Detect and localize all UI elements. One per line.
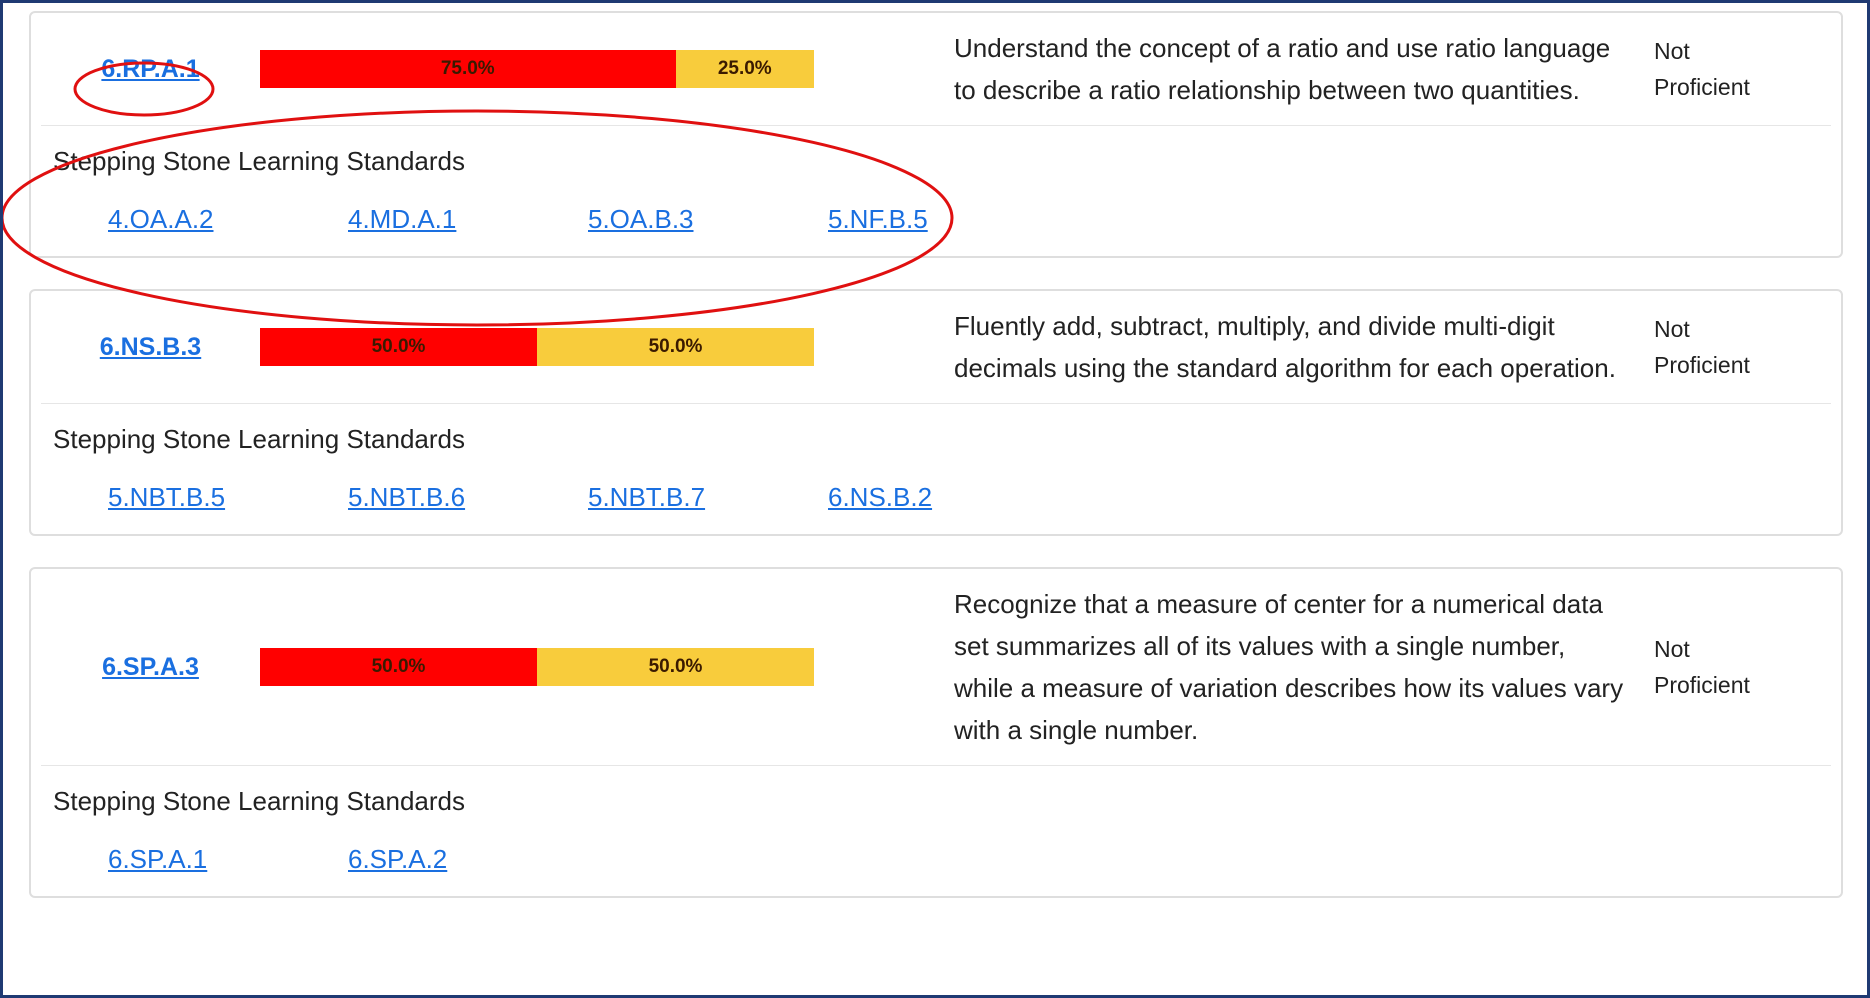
code-cell: 6.NS.B.3 — [41, 333, 260, 362]
stepping-link[interactable]: 5.OA.B.3 — [588, 204, 694, 234]
stepping-link[interactable]: 4.OA.A.2 — [108, 204, 214, 234]
segment-label: 75.0% — [440, 58, 495, 79]
card-header: 6.SP.A.3 50.0% 50.0% Recognize that a measu… — [41, 569, 1831, 766]
card-header: 6.RP.A.1 75.0% 25.0% Understand the concept… — [41, 13, 1831, 126]
stepping-title: Stepping Stone Learning Standards — [53, 786, 465, 816]
stepping-links: 6.SP.A.1 6.SP.A.2 — [108, 844, 588, 875]
stepping-link[interactable]: 5.NBT.B.5 — [108, 482, 226, 512]
stepping-link[interactable]: 5.NBT.B.7 — [588, 482, 706, 512]
segment-label: 50.0% — [371, 656, 426, 677]
segment-label: 50.0% — [371, 336, 426, 357]
status: Not Proficient — [1654, 636, 1750, 698]
standard-link[interactable]: 6.RP.A.1 — [101, 54, 200, 83]
score-bar: 75.0% 25.0% — [260, 50, 814, 88]
stepping-link[interactable]: 6.SP.A.1 — [108, 844, 208, 874]
card-header: 6.NS.B.3 50.0% 50.0% Fluently add, subtract… — [41, 291, 1831, 404]
standard-card: 6.SP.A.3 50.0% 50.0% Recognize that a measu… — [29, 567, 1843, 898]
standard-card: 6.RP.A.1 75.0% 25.0% Understand the concept… — [29, 11, 1843, 258]
segment-label: 50.0% — [648, 656, 703, 677]
stepping-link[interactable]: 5.NBT.B.6 — [348, 482, 466, 512]
card-list: 6.RP.A.1 75.0% 25.0% Understand the concept… — [29, 11, 1843, 898]
bar-segment: 50.0% — [537, 328, 814, 366]
bar-segment: 50.0% — [260, 648, 537, 686]
status: Not Proficient — [1654, 316, 1750, 378]
standard-card: 6.NS.B.3 50.0% 50.0% Fluently add, subtract… — [29, 289, 1843, 536]
bar-segment: 50.0% — [537, 648, 814, 686]
bar-segment: 50.0% — [260, 328, 537, 366]
code-cell: 6.RP.A.1 — [41, 55, 260, 84]
stepping-link[interactable]: 6.SP.A.2 — [348, 844, 448, 874]
status: Not Proficient — [1654, 38, 1750, 100]
description: Recognize that a measure of center for a… — [954, 589, 1624, 745]
stepping-section: Stepping Stone Learning Standards 6.SP.A.… — [31, 766, 1841, 896]
standard-link[interactable]: 6.NS.B.3 — [99, 332, 202, 361]
description: Fluently add, subtract, multiply, and di… — [954, 311, 1616, 383]
description: Understand the concept of a ratio and us… — [954, 33, 1611, 105]
bar-segment: 25.0% — [675, 50, 814, 88]
code-cell: 6.SP.A.3 — [41, 653, 260, 682]
stepping-link[interactable]: 4.MD.A.1 — [348, 204, 457, 234]
stepping-section: Stepping Stone Learning Standards 5.NBT.B… — [31, 404, 1841, 534]
stepping-title: Stepping Stone Learning Standards — [53, 424, 465, 454]
score-bar: 50.0% 50.0% — [260, 648, 814, 686]
stepping-links: 5.NBT.B.5 5.NBT.B.6 5.NBT.B.7 6.NS.B.2 — [108, 482, 1068, 513]
segment-label: 50.0% — [648, 336, 703, 357]
stepping-link[interactable]: 5.NF.B.5 — [828, 204, 928, 234]
stepping-title: Stepping Stone Learning Standards — [53, 146, 465, 176]
segment-label: 25.0% — [717, 58, 772, 79]
bar-segment: 75.0% — [260, 50, 676, 88]
stepping-link[interactable]: 6.NS.B.2 — [828, 482, 933, 512]
stepping-section: Stepping Stone Learning Standards 4.OA.A.… — [31, 126, 1841, 256]
score-bar: 50.0% 50.0% — [260, 328, 814, 366]
standard-link[interactable]: 6.SP.A.3 — [102, 652, 199, 681]
stepping-links: 4.OA.A.2 4.MD.A.1 5.OA.B.3 5.NF.B.5 — [108, 204, 1068, 235]
